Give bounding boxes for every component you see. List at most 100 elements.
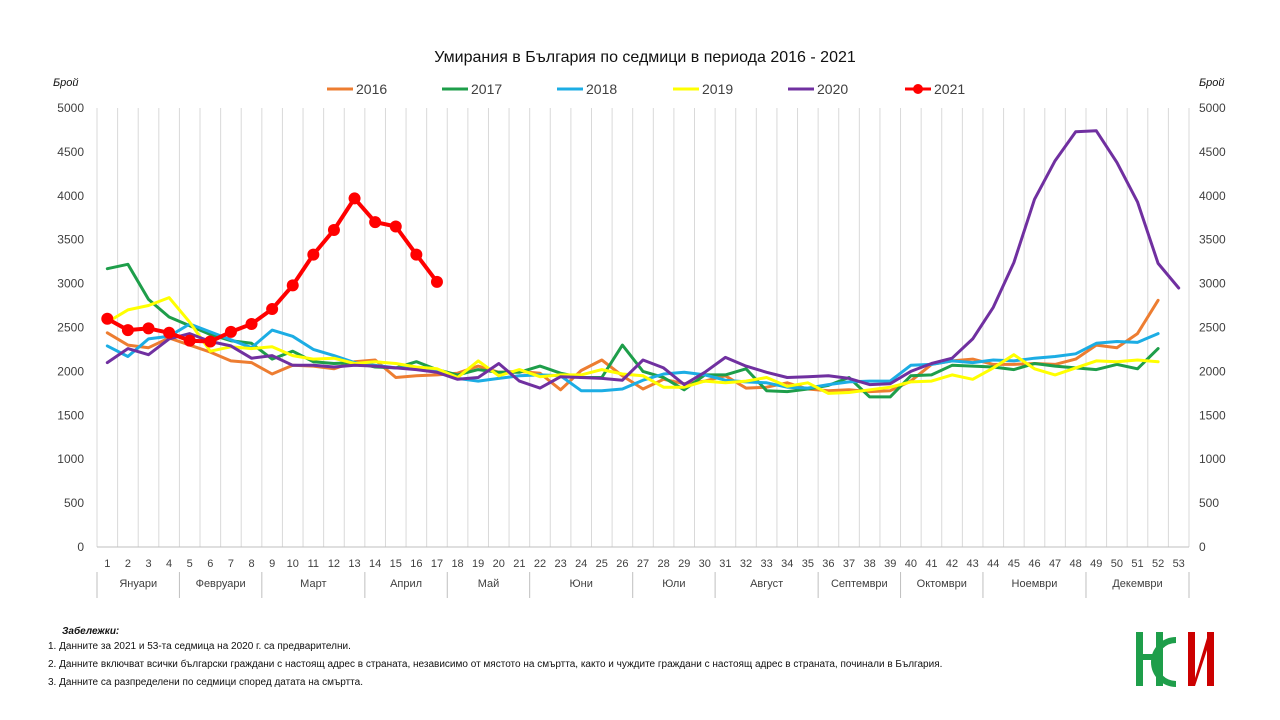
x-tick-label: 18 (451, 558, 463, 570)
x-tick-label: 36 (822, 558, 834, 570)
series-line-2018 (105, 322, 1160, 393)
y-tick-label-right: 0 (1199, 540, 1206, 554)
x-tick-label: 24 (575, 558, 587, 570)
y-tick-label-left: 1500 (57, 408, 84, 422)
nsi-logo (1136, 632, 1214, 687)
month-label: Юли (662, 578, 685, 590)
data-point-2021 (327, 224, 340, 237)
x-tick-label: 11 (308, 558, 319, 570)
notes: Забележки: 1. Данните за 2021 и 53-та се… (48, 626, 942, 695)
month-label: Февруари (196, 578, 246, 590)
legend-label-2021: 2021 (934, 81, 965, 97)
series-layer (101, 129, 1181, 399)
y-tick-label-right: 5000 (1199, 101, 1226, 115)
note-1: 1. Данните за 2021 и 53-та седмица на 20… (48, 641, 351, 652)
data-point-2021 (163, 326, 176, 339)
x-tick-label: 29 (678, 558, 690, 570)
data-point-2021 (369, 216, 382, 229)
y-tick-label-left: 4500 (57, 145, 84, 159)
month-label: Ноември (1012, 578, 1058, 590)
data-point-2021 (307, 248, 320, 261)
x-tick-label: 51 (1131, 558, 1143, 570)
x-tick-label: 20 (493, 558, 505, 570)
data-point-2021 (121, 324, 134, 337)
series-line-2020 (105, 129, 1181, 390)
data-point-2021 (204, 335, 217, 348)
x-tick-label: 7 (228, 558, 234, 570)
x-tick-label: 22 (534, 558, 546, 570)
data-point-2021 (430, 275, 443, 288)
month-label: Септември (831, 578, 888, 590)
x-tick-label: 38 (864, 558, 876, 570)
y-tick-label-left: 4000 (57, 189, 84, 203)
y-tick-label-left: 2500 (57, 321, 84, 335)
month-label: Януари (119, 578, 157, 590)
x-tick-label: 37 (843, 558, 855, 570)
y-tick-label-right: 500 (1199, 496, 1219, 510)
y-tick-label-left: 5000 (57, 101, 84, 115)
legend-label-2016: 2016 (356, 81, 387, 97)
x-tick-label: 16 (410, 558, 422, 570)
data-point-2021 (410, 248, 423, 261)
x-tick-label: 12 (328, 558, 340, 570)
y-tick-label-right: 2000 (1199, 364, 1226, 378)
month-label: Април (390, 578, 422, 590)
data-point-2021 (348, 192, 361, 205)
y-tick-label-right: 1500 (1199, 408, 1226, 422)
grid (96, 108, 1190, 547)
x-tick-label: 17 (431, 558, 443, 570)
y-tick-label-left: 500 (64, 496, 84, 510)
x-tick-label: 50 (1111, 558, 1123, 570)
x-tick-label: 23 (554, 558, 566, 570)
month-label: Декември (1112, 578, 1162, 590)
y-tick-label-left: 0 (77, 540, 84, 554)
data-point-2021 (183, 334, 196, 347)
x-tick-label: 13 (348, 558, 360, 570)
y-tick-label-right: 4000 (1199, 189, 1226, 203)
series-line-2017 (105, 262, 1160, 399)
x-tick-label: 41 (925, 558, 937, 570)
x-tick-label: 35 (802, 558, 814, 570)
y-tick-label-right: 1000 (1199, 452, 1226, 466)
x-tick-label: 5 (187, 558, 193, 570)
x-tick-label: 53 (1173, 558, 1185, 570)
data-point-2021 (266, 303, 279, 316)
x-tick-label: 2 (125, 558, 131, 570)
legend-label-2020: 2020 (817, 81, 848, 97)
weekly-deaths-chart: Умирания в България по седмици в периода… (53, 49, 1226, 598)
x-tick-label: 45 (1008, 558, 1020, 570)
x-tick-label: 26 (616, 558, 628, 570)
x-tick-label: 34 (781, 558, 793, 570)
month-label: Март (300, 578, 326, 590)
x-tick-label: 32 (740, 558, 752, 570)
x-tick-label: 44 (987, 558, 999, 570)
data-point-2021 (389, 220, 402, 233)
x-tick-label: 46 (1028, 558, 1040, 570)
x-tick-label: 9 (269, 558, 275, 570)
x-tick-label: 30 (699, 558, 711, 570)
legend-label-2017: 2017 (471, 81, 502, 97)
x-tick-label: 3 (145, 558, 151, 570)
x-tick-label: 4 (166, 558, 172, 570)
x-tick-label: 27 (637, 558, 649, 570)
legend-label-2019: 2019 (702, 81, 733, 97)
y-tick-label-right: 2500 (1199, 321, 1226, 335)
chart-title: Умирания в България по седмици в периода… (434, 49, 856, 66)
y-tick-label-left: 3500 (57, 233, 84, 247)
x-tick-label: 25 (596, 558, 608, 570)
data-point-2021 (245, 317, 258, 330)
x-tick-label: 43 (967, 558, 979, 570)
month-label: Октомври (917, 578, 967, 590)
note-3: 3. Данните са разпределени по седмици сп… (48, 677, 363, 688)
x-tick-label: 6 (207, 558, 213, 570)
data-point-2021 (286, 279, 299, 292)
x-tick-label: 28 (657, 558, 669, 570)
x-tick-label: 33 (760, 558, 772, 570)
x-tick-label: 10 (287, 558, 299, 570)
y-tick-label-right: 3500 (1199, 233, 1226, 247)
x-tick-label: 8 (248, 558, 254, 570)
legend-marker-2021 (913, 84, 923, 94)
data-point-2021 (224, 325, 237, 338)
x-tick-label: 40 (905, 558, 917, 570)
